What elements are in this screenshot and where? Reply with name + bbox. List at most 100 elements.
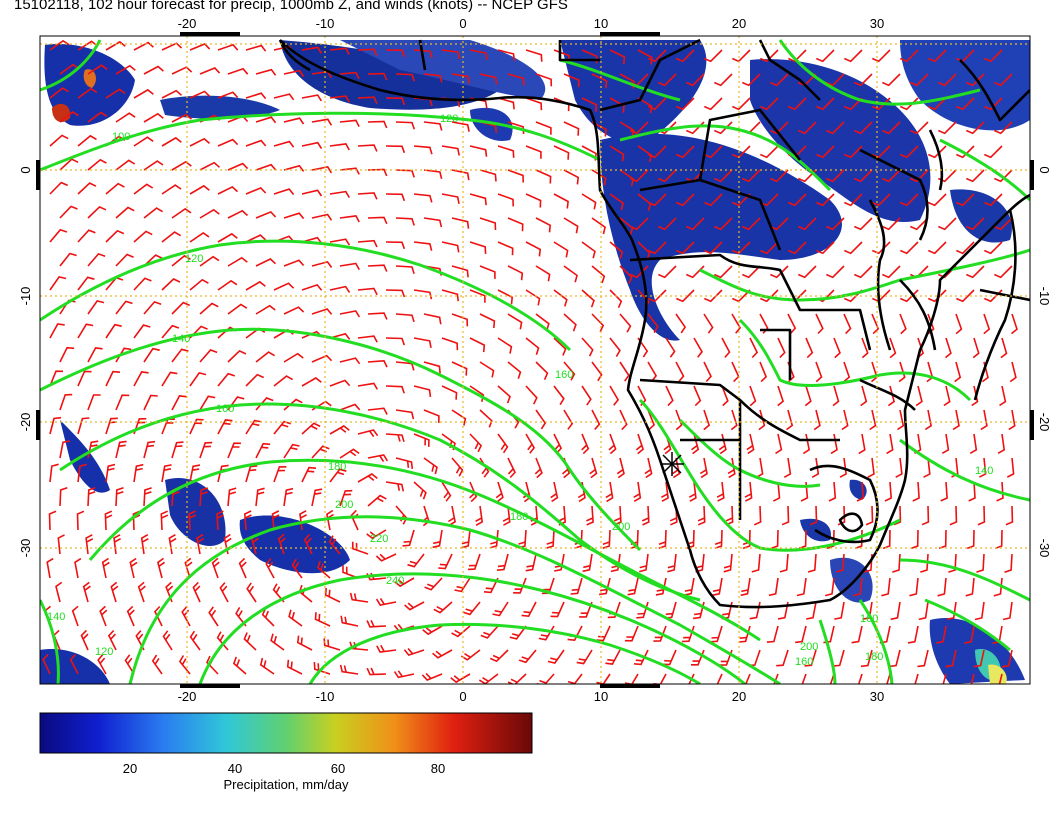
- wind-barb: [944, 337, 952, 359]
- wind-barb: [311, 118, 333, 126]
- lat-lon-grid: [40, 36, 1030, 684]
- wind-barb: [502, 505, 511, 526]
- wind-barb: [255, 163, 277, 171]
- wind-barb: [909, 121, 929, 135]
- wind-barb: [497, 385, 511, 404]
- wind-barb: [655, 577, 667, 596]
- wind-barb: [255, 68, 277, 76]
- wind-barb: [535, 361, 549, 381]
- wind-barb: [871, 313, 880, 335]
- wind-barb: [404, 601, 425, 611]
- wind-barb: [581, 337, 594, 357]
- colorbar-tick: 40: [228, 761, 242, 776]
- wind-barb: [657, 217, 677, 231]
- wind-barb: [342, 565, 359, 579]
- wind-barb: [965, 217, 985, 231]
- wind-barb: [367, 264, 388, 272]
- wind-barb: [936, 625, 947, 644]
- wind-barb: [772, 481, 781, 502]
- wind-barb: [609, 337, 621, 357]
- wind-barb: [376, 644, 397, 653]
- wind-barb: [968, 481, 976, 502]
- wind-barb: [647, 49, 667, 63]
- colorbar-tick: 80: [431, 761, 445, 776]
- wind-barb: [235, 607, 247, 627]
- wind-barb: [843, 361, 851, 383]
- wind-barb: [769, 73, 789, 87]
- wind-barb: [105, 323, 122, 339]
- wind-barb: [865, 505, 874, 526]
- contour-label: 160: [555, 369, 573, 381]
- wind-barb: [245, 234, 267, 243]
- wind-barb: [797, 217, 817, 231]
- wind-barb: [525, 49, 543, 62]
- wind-barb: [395, 457, 414, 469]
- tick-label: -20: [178, 689, 197, 704]
- wind-barb: [897, 409, 905, 431]
- lat-ticks-right: 0 -10 -20 -30: [1037, 166, 1052, 557]
- wind-barb: [619, 265, 633, 284]
- wind-barb: [937, 121, 957, 135]
- wind-barb: [227, 162, 249, 171]
- wind-barb: [189, 137, 211, 147]
- wind-barb: [395, 73, 416, 82]
- wind-barb: [143, 254, 163, 267]
- wind-barb: [647, 361, 658, 382]
- wind-barb: [657, 73, 677, 87]
- wind-barb: [199, 208, 220, 219]
- wind-barb: [301, 141, 323, 150]
- wind-barb: [161, 464, 172, 483]
- wind-barb: [115, 487, 124, 507]
- wind-barb: [329, 47, 350, 55]
- wind-barb: [853, 73, 873, 87]
- wind-barb: [770, 529, 779, 550]
- wind-barb: [858, 433, 866, 455]
- wind-barb: [825, 73, 845, 87]
- wind-barb: [783, 457, 792, 478]
- wind-barb: [685, 217, 705, 231]
- wind-barb: [77, 87, 98, 99]
- wind-barb: [535, 73, 553, 87]
- wind-barb: [758, 409, 766, 431]
- wind-barb: [996, 481, 1004, 502]
- wind-barb: [189, 232, 210, 243]
- wind-barb: [77, 417, 90, 435]
- wind-barb: [713, 169, 733, 183]
- wind-barb: [589, 457, 598, 479]
- wind-barb: [895, 457, 903, 478]
- wind-barb: [749, 385, 757, 407]
- wind-barb: [639, 553, 649, 573]
- wind-barb: [563, 73, 580, 88]
- wind-barb: [367, 312, 388, 320]
- wind-barb: [881, 121, 901, 135]
- wind-barb: [553, 337, 567, 356]
- wind-barb: [756, 457, 764, 478]
- wind-barb: [451, 73, 471, 84]
- wind-barb: [87, 394, 101, 411]
- wind-barb: [357, 239, 378, 248]
- contour-label: 140: [172, 333, 190, 345]
- wind-barb: [156, 557, 166, 579]
- wind-barb: [283, 69, 305, 77]
- wind-barb: [189, 371, 207, 387]
- contour-label: 160: [860, 613, 878, 625]
- wind-barb: [475, 505, 484, 526]
- wind-barb: [480, 625, 499, 639]
- wind-barb: [851, 625, 863, 644]
- wind-barb: [869, 409, 877, 431]
- wind-barb: [759, 241, 779, 255]
- wind-barb: [199, 349, 218, 363]
- wind-barb: [454, 577, 471, 593]
- wind-barb: [815, 241, 835, 255]
- wind-barb: [71, 605, 79, 627]
- wind-barb: [976, 553, 985, 573]
- wind-barb: [759, 97, 779, 111]
- wind-barb: [563, 265, 578, 283]
- wind-barb: [637, 241, 651, 260]
- wind-barb: [881, 265, 901, 279]
- wind-barb: [766, 625, 779, 643]
- wind-barb: [189, 464, 201, 483]
- wind-barb: [329, 425, 350, 435]
- wind-barb: [421, 672, 443, 681]
- wind-barb: [423, 409, 440, 423]
